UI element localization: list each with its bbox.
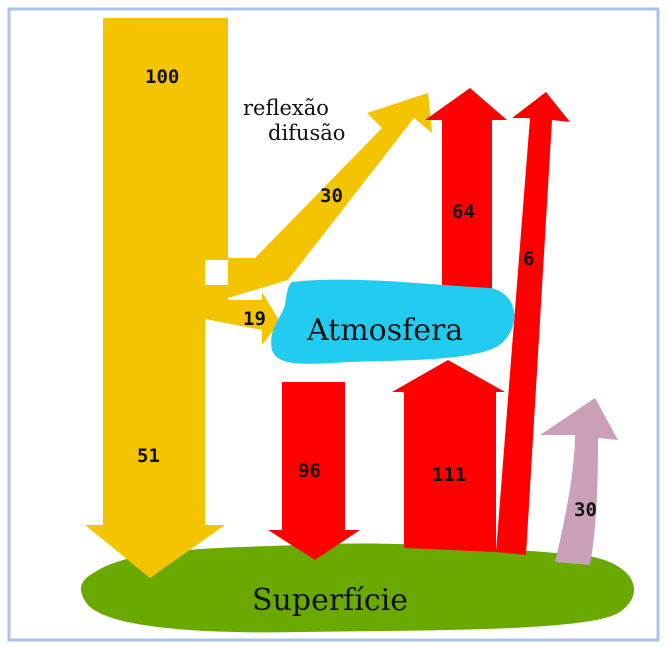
surface-label: Superfície	[252, 583, 408, 618]
surface-to-space-value: 6	[523, 248, 534, 270]
absorbed-surface-value: 51	[137, 445, 160, 467]
surface-to-atmosphere-value: 111	[432, 464, 466, 486]
surface-region	[80, 543, 635, 633]
absorbed-atmosphere-value: 19	[243, 308, 266, 330]
surface-other-arrow	[540, 398, 618, 565]
surface-to-atmosphere-arrow	[392, 360, 505, 552]
atmosphere-to-surface-arrow	[268, 382, 360, 560]
reflection-arrow	[228, 93, 432, 298]
atmosphere-label: Atmosfera	[306, 313, 463, 348]
atmosphere-to-surface-value: 96	[298, 460, 321, 482]
surface-to-space-arrow	[496, 92, 570, 555]
solar-to-atmosphere-arrow	[140, 285, 280, 345]
diagram-frame	[7, 7, 660, 642]
atmosphere-to-space-value: 64	[452, 201, 475, 223]
incoming-value: 100	[145, 66, 179, 88]
atmosphere-region	[271, 279, 515, 364]
atmosphere-to-space-arrow	[425, 88, 507, 305]
surface-other-value: 30	[574, 499, 597, 521]
reflected-value: 30	[320, 185, 343, 207]
reflection-label: reflexão	[243, 96, 329, 120]
diffusion-label: difusão	[268, 121, 345, 145]
